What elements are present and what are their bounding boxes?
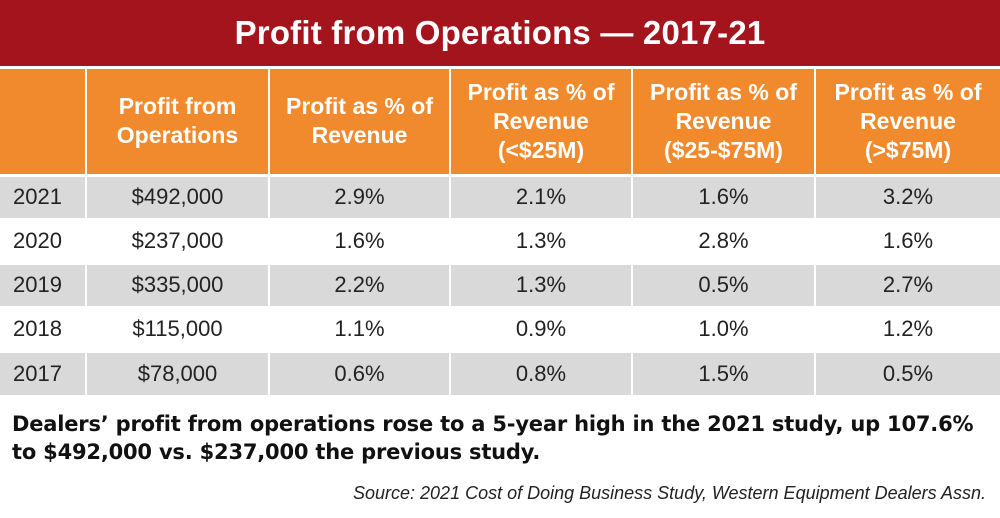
table-cell: 0.6% [268, 349, 450, 395]
column-header: Profit from Operations [85, 69, 269, 175]
year-cell: 2018 [0, 305, 86, 351]
year-cell: 2019 [0, 261, 86, 307]
table-cell: 2.2% [268, 261, 450, 307]
table-cell: 0.5% [631, 261, 815, 307]
table-cell: 1.6% [268, 217, 450, 263]
table-cell: 0.5% [814, 349, 1000, 395]
table-cell: 0.9% [449, 305, 632, 351]
caption: Dealers’ profit from operations rose to … [12, 412, 974, 464]
table-cell: 1.6% [814, 217, 1000, 263]
column-header: Profit as % of Revenue [268, 69, 450, 175]
table-cell: $237,000 [85, 217, 269, 263]
table-cell: 1.6% [631, 173, 815, 219]
table-row: 2020 $237,000 1.6% 1.3% 2.8% 1.6% [0, 217, 1000, 263]
source-note: Source: 2021 Cost of Doing Business Stud… [353, 483, 986, 503]
table-row: 2017 $78,000 0.6% 0.8% 1.5% 0.5% [0, 349, 1000, 395]
column-header [0, 69, 86, 175]
table-cell: $115,000 [85, 305, 269, 351]
table-row: 2018 $115,000 1.1% 0.9% 1.0% 1.2% [0, 305, 1000, 351]
table-cell: $78,000 [85, 349, 269, 395]
table-cell: 1.0% [631, 305, 815, 351]
column-header: Profit as % of Revenue (>$75M) [814, 69, 1000, 175]
table-cell: 1.2% [814, 305, 1000, 351]
table-cell: 2.8% [631, 217, 815, 263]
table-cell: 1.3% [449, 217, 632, 263]
table-row: 2021 $492,000 2.9% 2.1% 1.6% 3.2% [0, 173, 1000, 219]
table-cell: $335,000 [85, 261, 269, 307]
chart-title: Profit from Operations — 2017-21 [234, 14, 766, 51]
column-header: Profit as % of Revenue ($25-$75M) [631, 69, 815, 175]
table-row: 2019 $335,000 2.2% 1.3% 0.5% 2.7% [0, 261, 1000, 307]
year-cell: 2021 [0, 173, 86, 219]
header-row: Profit from Operations Profit as % of Re… [0, 69, 1000, 175]
table-cell: 1.3% [449, 261, 632, 307]
table-cell: 2.1% [449, 173, 632, 219]
profit-table: Profit from Operations Profit as % of Re… [0, 69, 1000, 395]
table-cell: 1.5% [631, 349, 815, 395]
year-cell: 2017 [0, 349, 86, 395]
table-cell: 2.7% [814, 261, 1000, 307]
column-header: Profit as % of Revenue (<$25M) [449, 69, 632, 175]
table-cell: 0.8% [449, 349, 632, 395]
title-bar: Profit from Operations — 2017-21 [0, 0, 1000, 66]
table-cell: $492,000 [85, 173, 269, 219]
table-cell: 1.1% [268, 305, 450, 351]
table-cell: 3.2% [814, 173, 1000, 219]
table-cell: 2.9% [268, 173, 450, 219]
year-cell: 2020 [0, 217, 86, 263]
